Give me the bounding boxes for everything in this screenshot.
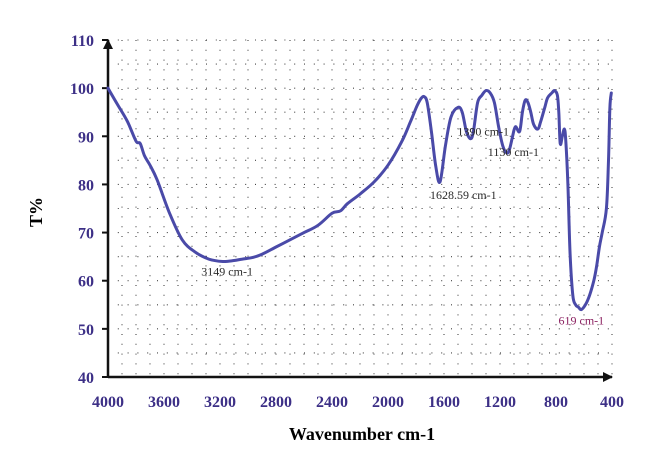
x-tick-label: 2000 — [372, 394, 404, 411]
y-tick-label: 70 — [78, 226, 94, 243]
annotations: 3149 cm-1 1628.59 cm-1 1390 cm-1 1130 cm-1 6… — [201, 125, 604, 328]
y-axis-title: T% — [26, 197, 46, 227]
x-axis-title: Wavenumber cm-1 — [289, 424, 435, 444]
y-tick-label: 100 — [70, 81, 94, 98]
axes — [103, 39, 613, 382]
x-tick-label: 4000 — [92, 394, 124, 411]
peak-annotation: 1390 cm-1 — [457, 125, 509, 139]
y-tick-label: 40 — [78, 370, 94, 387]
peak-annotation: 1130 cm-1 — [488, 145, 539, 159]
x-tick-label: 3200 — [204, 394, 236, 411]
x-tick-label: 3600 — [148, 394, 180, 411]
y-tick-labels: 40 50 60 70 80 90 100 110 — [70, 33, 108, 387]
x-tick-labels: 4000 3600 3200 2800 2400 2000 1600 1200 800 400 — [92, 394, 624, 411]
y-axis-arrow — [103, 39, 113, 49]
x-tick-label: 2400 — [316, 394, 348, 411]
series-line — [106, 86, 613, 312]
x-axis-arrow — [603, 372, 613, 382]
x-tick-label: 2800 — [260, 394, 292, 411]
y-tick-label: 60 — [78, 274, 94, 291]
y-tick-label: 90 — [78, 129, 94, 146]
y-tick-label: 110 — [71, 33, 94, 50]
peak-annotation: 1628.59 cm-1 — [430, 188, 497, 202]
grid — [107, 39, 613, 378]
x-tick-label: 1600 — [428, 394, 460, 411]
peak-annotation: 3149 cm-1 — [201, 264, 253, 278]
peak-annotation: 619 cm-1 — [559, 314, 605, 328]
x-tick-label: 800 — [544, 394, 568, 411]
y-tick-label: 80 — [78, 177, 94, 194]
x-tick-label: 400 — [600, 394, 624, 411]
x-tick-label: 1200 — [484, 394, 516, 411]
y-tick-label: 50 — [78, 322, 94, 339]
